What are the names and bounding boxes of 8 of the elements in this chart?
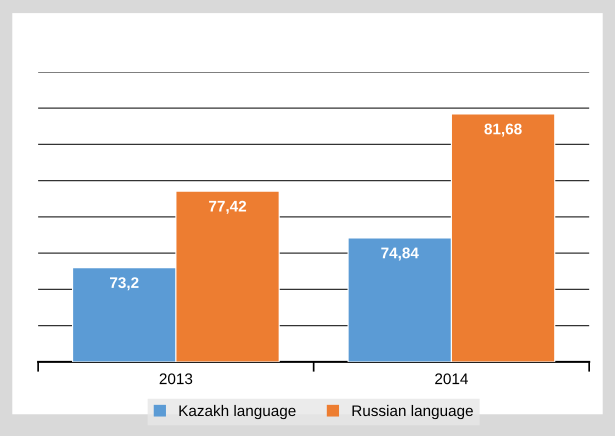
data-label: 77,42 bbox=[209, 200, 246, 214]
data-label: 81,68 bbox=[484, 124, 522, 137]
x-tick-label: 2013 bbox=[160, 373, 192, 384]
data-label: 74,84 bbox=[381, 248, 419, 261]
x-tick-label: 2014 bbox=[435, 373, 468, 384]
legend-label: Kazakh language bbox=[179, 404, 296, 420]
legend-label: Russian language bbox=[352, 404, 473, 420]
data-label: 73,2 bbox=[110, 277, 138, 290]
